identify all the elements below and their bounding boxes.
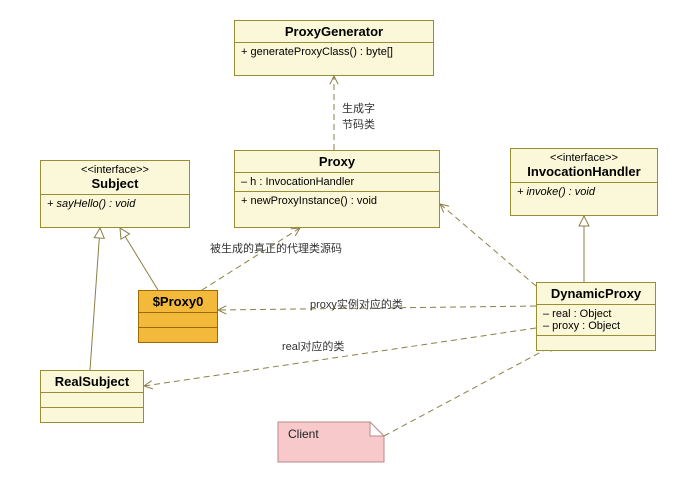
- class-title: ProxyGenerator: [285, 24, 383, 39]
- edge-e6: [440, 204, 536, 286]
- class-proxy-generator: ProxyGenerator + generateProxyClass() : …: [234, 20, 434, 76]
- edge-label-generated-proxy: 被生成的真正的代理类源码: [210, 240, 342, 256]
- class-invocation-handler: <<interface>>InvocationHandler + invoke(…: [510, 148, 658, 216]
- op: + newProxyInstance() : void: [241, 195, 377, 207]
- class-title: DynamicProxy: [551, 286, 641, 301]
- edge-label-proxy-instance: proxy实例对应的类: [310, 296, 403, 312]
- class-title: InvocationHandler: [527, 164, 640, 179]
- edge-e4: [90, 228, 100, 370]
- class-title: Subject: [92, 176, 139, 191]
- class-title: Proxy: [319, 154, 355, 169]
- op: + invoke() : void: [517, 186, 595, 198]
- edge-label-bytecode: 生成字 节码类: [342, 100, 375, 132]
- note-text: Client: [288, 427, 319, 441]
- note-client: Client: [278, 422, 384, 462]
- class-proxy0: $Proxy0: [138, 290, 218, 343]
- attr: – proxy : Object: [543, 320, 649, 332]
- class-proxy: Proxy – h : InvocationHandler + newProxy…: [234, 150, 440, 228]
- edge-e9: [384, 344, 556, 436]
- edge-e3: [120, 228, 158, 290]
- op: + generateProxyClass() : byte[]: [241, 46, 393, 58]
- uml-diagram: { "type": "uml-class-diagram", "canvas":…: [0, 0, 699, 500]
- attr: – real : Object: [543, 308, 649, 320]
- stereotype: <<interface>>: [517, 152, 651, 164]
- class-title: $Proxy0: [153, 294, 204, 309]
- stereotype: <<interface>>: [47, 164, 183, 176]
- class-subject: <<interface>>Subject + sayHello() : void: [40, 160, 190, 228]
- op: + sayHello() : void: [47, 198, 135, 210]
- attr: – h : InvocationHandler: [241, 176, 354, 188]
- edge-e2: [202, 228, 300, 290]
- edge-label-real: real对应的类: [282, 338, 344, 354]
- class-dynamic-proxy: DynamicProxy – real : Object – proxy : O…: [536, 282, 656, 351]
- class-title: RealSubject: [55, 374, 129, 389]
- class-real-subject: RealSubject: [40, 370, 144, 423]
